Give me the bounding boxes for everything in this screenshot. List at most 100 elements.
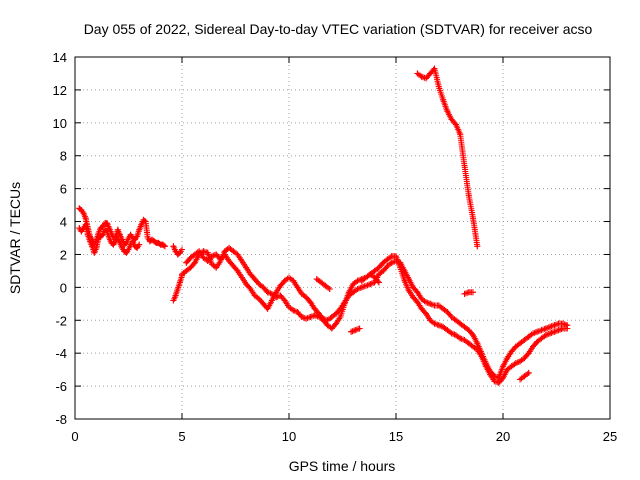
data-point [414,289,421,296]
data-point [134,244,141,251]
data-point [204,258,211,264]
data-point [209,261,215,268]
data-point [470,215,476,222]
data-point [393,253,399,260]
data-point [129,238,136,245]
data-point [238,258,245,264]
data-point [230,263,237,269]
data-point [281,297,288,304]
y-axis-label: SDTVAR / TECUs [7,182,23,294]
data-point [367,271,374,278]
data-point [116,231,123,238]
data-point [341,300,348,307]
data-point [99,223,106,230]
data-point [110,241,117,248]
data-point [303,294,310,301]
data-point [508,363,515,370]
data-point [465,327,472,334]
data-point [311,305,318,312]
data-point [521,355,528,362]
data-point [106,225,113,232]
series-segment-markers [183,248,571,386]
data-point [461,337,468,343]
data-point [427,317,434,324]
data-point [136,241,143,248]
data-point [384,263,391,269]
data-point [170,243,177,250]
data-point [256,295,262,302]
data-point [298,290,305,297]
data-point [123,239,130,246]
data-point [538,327,545,334]
data-point [333,320,340,327]
y-tick-label: 4 [60,215,67,230]
y-tick-label: -6 [55,379,67,394]
data-point [500,363,506,370]
data-point [371,267,378,274]
data-point [470,332,476,339]
data-point [127,241,134,248]
data-point [474,346,481,353]
data-point [457,320,464,327]
data-point [176,279,183,286]
data-point [448,314,455,320]
data-point [461,162,468,169]
data-point [495,379,502,386]
x-axis-label: GPS time / hours [289,458,396,474]
data-point [80,225,87,232]
data-point [551,322,558,329]
data-point [482,363,489,370]
y-tick-label: 2 [60,247,67,262]
data-point [172,292,179,299]
x-tick-label: 5 [178,429,185,444]
data-point [440,305,447,312]
data-point [512,360,519,367]
data-point [435,322,442,329]
data-point [358,277,365,284]
data-point [307,299,314,306]
data-point [452,121,459,128]
data-point [277,282,284,289]
data-point [294,309,301,315]
data-point [112,238,119,245]
data-point [551,328,558,335]
data-point [251,276,258,283]
data-point [191,251,198,258]
data-point [542,325,549,332]
data-point [504,366,511,373]
data-point [328,325,335,332]
series-segment-markers [179,244,571,381]
data-point [448,330,455,337]
grid [75,57,610,419]
data-point [367,281,374,288]
data-point [209,253,215,260]
data-point [375,279,382,286]
data-point [243,281,250,288]
data-point [401,277,408,284]
data-point [521,337,528,343]
data-point [91,249,98,256]
data-point [226,258,233,264]
x-tick-label: 0 [71,429,78,444]
data-point [534,328,541,335]
data-point [89,243,96,250]
x-tick-label: 20 [496,429,510,444]
data-point [525,369,532,376]
data-point [187,254,194,261]
data-point [320,317,327,324]
data-point [204,249,211,256]
data-point [78,228,85,235]
data-point [461,290,468,297]
data-point [418,295,425,302]
data-point [508,348,515,355]
data-point [348,328,355,335]
data-point [435,302,442,309]
y-tick-label: -2 [55,313,67,328]
data-point [435,83,442,90]
data-point [234,251,241,258]
data-point [418,305,425,312]
data-point [521,373,528,380]
data-point [247,271,254,278]
data-point [517,340,524,347]
